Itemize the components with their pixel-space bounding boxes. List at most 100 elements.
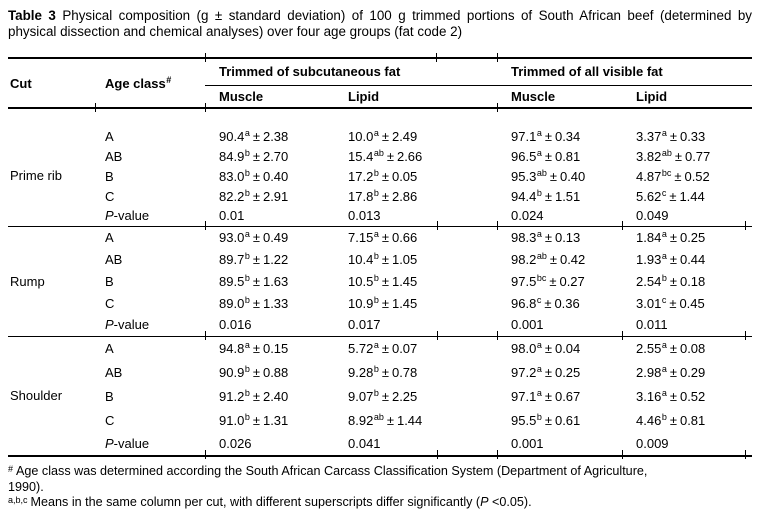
significance-superscript: a [536, 364, 542, 374]
standard-deviation-value: 0.42 [559, 251, 586, 267]
significance-superscript: b [373, 251, 379, 261]
measurement-cell: 89.7b ±1.22 [205, 248, 334, 270]
mean-value: 97.1 [511, 388, 537, 404]
measurement-cell: 9.28b ±0.78 [334, 360, 497, 384]
plus-minus-symbol: ± [544, 188, 552, 204]
standard-deviation-value: 0.15 [262, 340, 289, 356]
significance-superscript: a [536, 229, 542, 240]
standard-deviation-value: 0.44 [679, 251, 706, 267]
age-class-cell: C [105, 412, 115, 428]
age-class-cell: A [105, 340, 114, 356]
pvalue-cell: 0.009 [622, 432, 752, 459]
table-row: P-value 0.016 0.017 0.001 0.011 [8, 314, 752, 340]
mean-value: 10.9 [348, 295, 374, 311]
mean-value: 2.55 [636, 340, 662, 356]
subheader-row: Muscle Lipid Muscle Lipid [8, 85, 752, 112]
plus-minus-symbol: ± [381, 168, 389, 184]
standard-deviation-value: 0.18 [679, 273, 706, 289]
mean-value: 98.3 [511, 229, 537, 245]
significance-superscript: a [244, 340, 250, 351]
plus-minus-symbol: ± [381, 251, 389, 267]
significance-superscript: a [244, 229, 250, 240]
table-row: C 89.0b ±1.33 10.9b ±1.45 96.8c ±0.36 3.01c ±0.4… [8, 292, 752, 314]
mean-value: 91.2 [219, 388, 245, 404]
pvalue-cell: 0.013 [334, 206, 498, 230]
age-class-cell: A [105, 128, 114, 144]
spacer-row [8, 108, 752, 126]
significance-superscript: b [373, 273, 379, 283]
standard-deviation-value: 0.25 [679, 229, 706, 245]
plus-minus-symbol: ± [381, 364, 389, 380]
table-row: C 91.0b ±1.31 8.92ab ±1.44 95.5b ±0.61 4.46b ±0.… [8, 408, 752, 432]
measurement-cell: 5.62c ±1.44 [622, 186, 752, 206]
mean-value: 1.84 [636, 229, 662, 245]
group-header-row: Cut Age class# Trimmed of subcutaneous f… [8, 52, 752, 111]
measurement-cell: 94.4b ±1.51 [497, 186, 622, 206]
mean-value: 83.0 [219, 168, 245, 184]
significance-superscript: b [373, 388, 379, 398]
table-row: AB 84.9b ±2.70 15.4ab ±2.66 96.5a ±0.81 3.82ab ±… [8, 146, 752, 166]
pvalue-cell: 0.01 [205, 206, 334, 227]
table-number: Table 3 [8, 8, 56, 23]
plus-minus-symbol: ± [669, 412, 677, 428]
footnotes: # Age class was determined according the … [8, 464, 752, 511]
significance-superscript: b [244, 412, 250, 422]
pvalue-label-italic-p: P [105, 317, 114, 333]
standard-deviation-value: 0.52 [679, 388, 706, 404]
standard-deviation-value: 0.07 [391, 340, 418, 356]
measurement-cell: 97.1a ±0.67 [497, 384, 622, 408]
standard-deviation-value: 1.05 [391, 251, 418, 267]
plus-minus-symbol: ± [381, 273, 389, 289]
significance-superscript: bc [661, 168, 672, 178]
mean-value: 15.4 [348, 148, 374, 164]
age-class-cell: B [105, 273, 114, 289]
measurement-cell: 83.0b ±0.40 [205, 166, 334, 186]
mean-value: 96.5 [511, 148, 537, 164]
mean-value: 91.0 [219, 412, 245, 428]
pvalue-label-suffix: -value [113, 436, 150, 451]
plus-minus-symbol: ± [669, 388, 677, 404]
measurement-cell: 89.5b ±1.63 [205, 270, 334, 292]
significance-superscript: c [536, 295, 542, 305]
plus-minus-symbol: ± [544, 340, 552, 356]
footnote-p-italic: P [480, 495, 489, 509]
mean-value: 97.1 [511, 128, 537, 144]
standard-deviation-value: 2.66 [396, 148, 423, 164]
col-header-muscle-all-visible: Muscle [497, 85, 622, 109]
significance-superscript: a [536, 128, 542, 138]
measurement-cell: 94.8a ±0.15 [205, 336, 334, 360]
mean-value: 3.37 [636, 128, 662, 144]
measurement-cell: 96.5a ±0.81 [497, 146, 622, 166]
mean-value: 89.5 [219, 273, 245, 289]
significance-superscript: b [244, 251, 250, 261]
significance-superscript: b [244, 168, 250, 178]
measurement-cell: 1.84a ±0.25 [622, 226, 752, 248]
significance-superscript: c [661, 295, 667, 305]
significance-superscript: a [661, 229, 667, 240]
table-body: Prime rib A 90.4a ±2.38 10.0a ±2.49 97.1a ±0.34… [8, 108, 752, 459]
standard-deviation-value: 1.45 [391, 273, 418, 289]
plus-minus-symbol: ± [252, 364, 260, 380]
age-class-footnote-marker: # [166, 75, 172, 85]
age-class-cell: C [105, 188, 115, 204]
age-class-cell: B [105, 388, 114, 404]
measurement-cell: 91.0b ±1.31 [205, 408, 334, 432]
significance-superscript: b [661, 412, 667, 422]
mean-value: 9.07 [348, 388, 374, 404]
footnote-superscripts: a,b,c Means in the same column per cut, w… [8, 495, 752, 511]
standard-deviation-value: 0.61 [554, 412, 581, 428]
plus-minus-symbol: ± [544, 412, 552, 428]
plus-minus-symbol: ± [381, 229, 389, 245]
table-row: B 89.5b ±1.63 10.5b ±1.45 97.5bc ±0.27 2.54b ±0.… [8, 270, 752, 292]
plus-minus-symbol: ± [549, 251, 557, 267]
standard-deviation-value: 0.33 [679, 128, 706, 144]
standard-deviation-value: 0.67 [554, 388, 581, 404]
pvalue-cell: 0.016 [205, 314, 334, 337]
table-row: Shoulder A 94.8a ±0.15 5.72a ±0.07 98.0a ±0.04 2… [8, 336, 752, 457]
standard-deviation-value: 0.08 [679, 340, 706, 356]
measurement-cell: 10.5b ±1.45 [334, 270, 497, 292]
mean-value: 93.0 [219, 229, 245, 245]
pvalue-cell: 0.011 [622, 314, 752, 340]
pvalue-cell: 0.024 [497, 206, 623, 230]
measurement-cell: 1.93a ±0.44 [622, 248, 752, 270]
